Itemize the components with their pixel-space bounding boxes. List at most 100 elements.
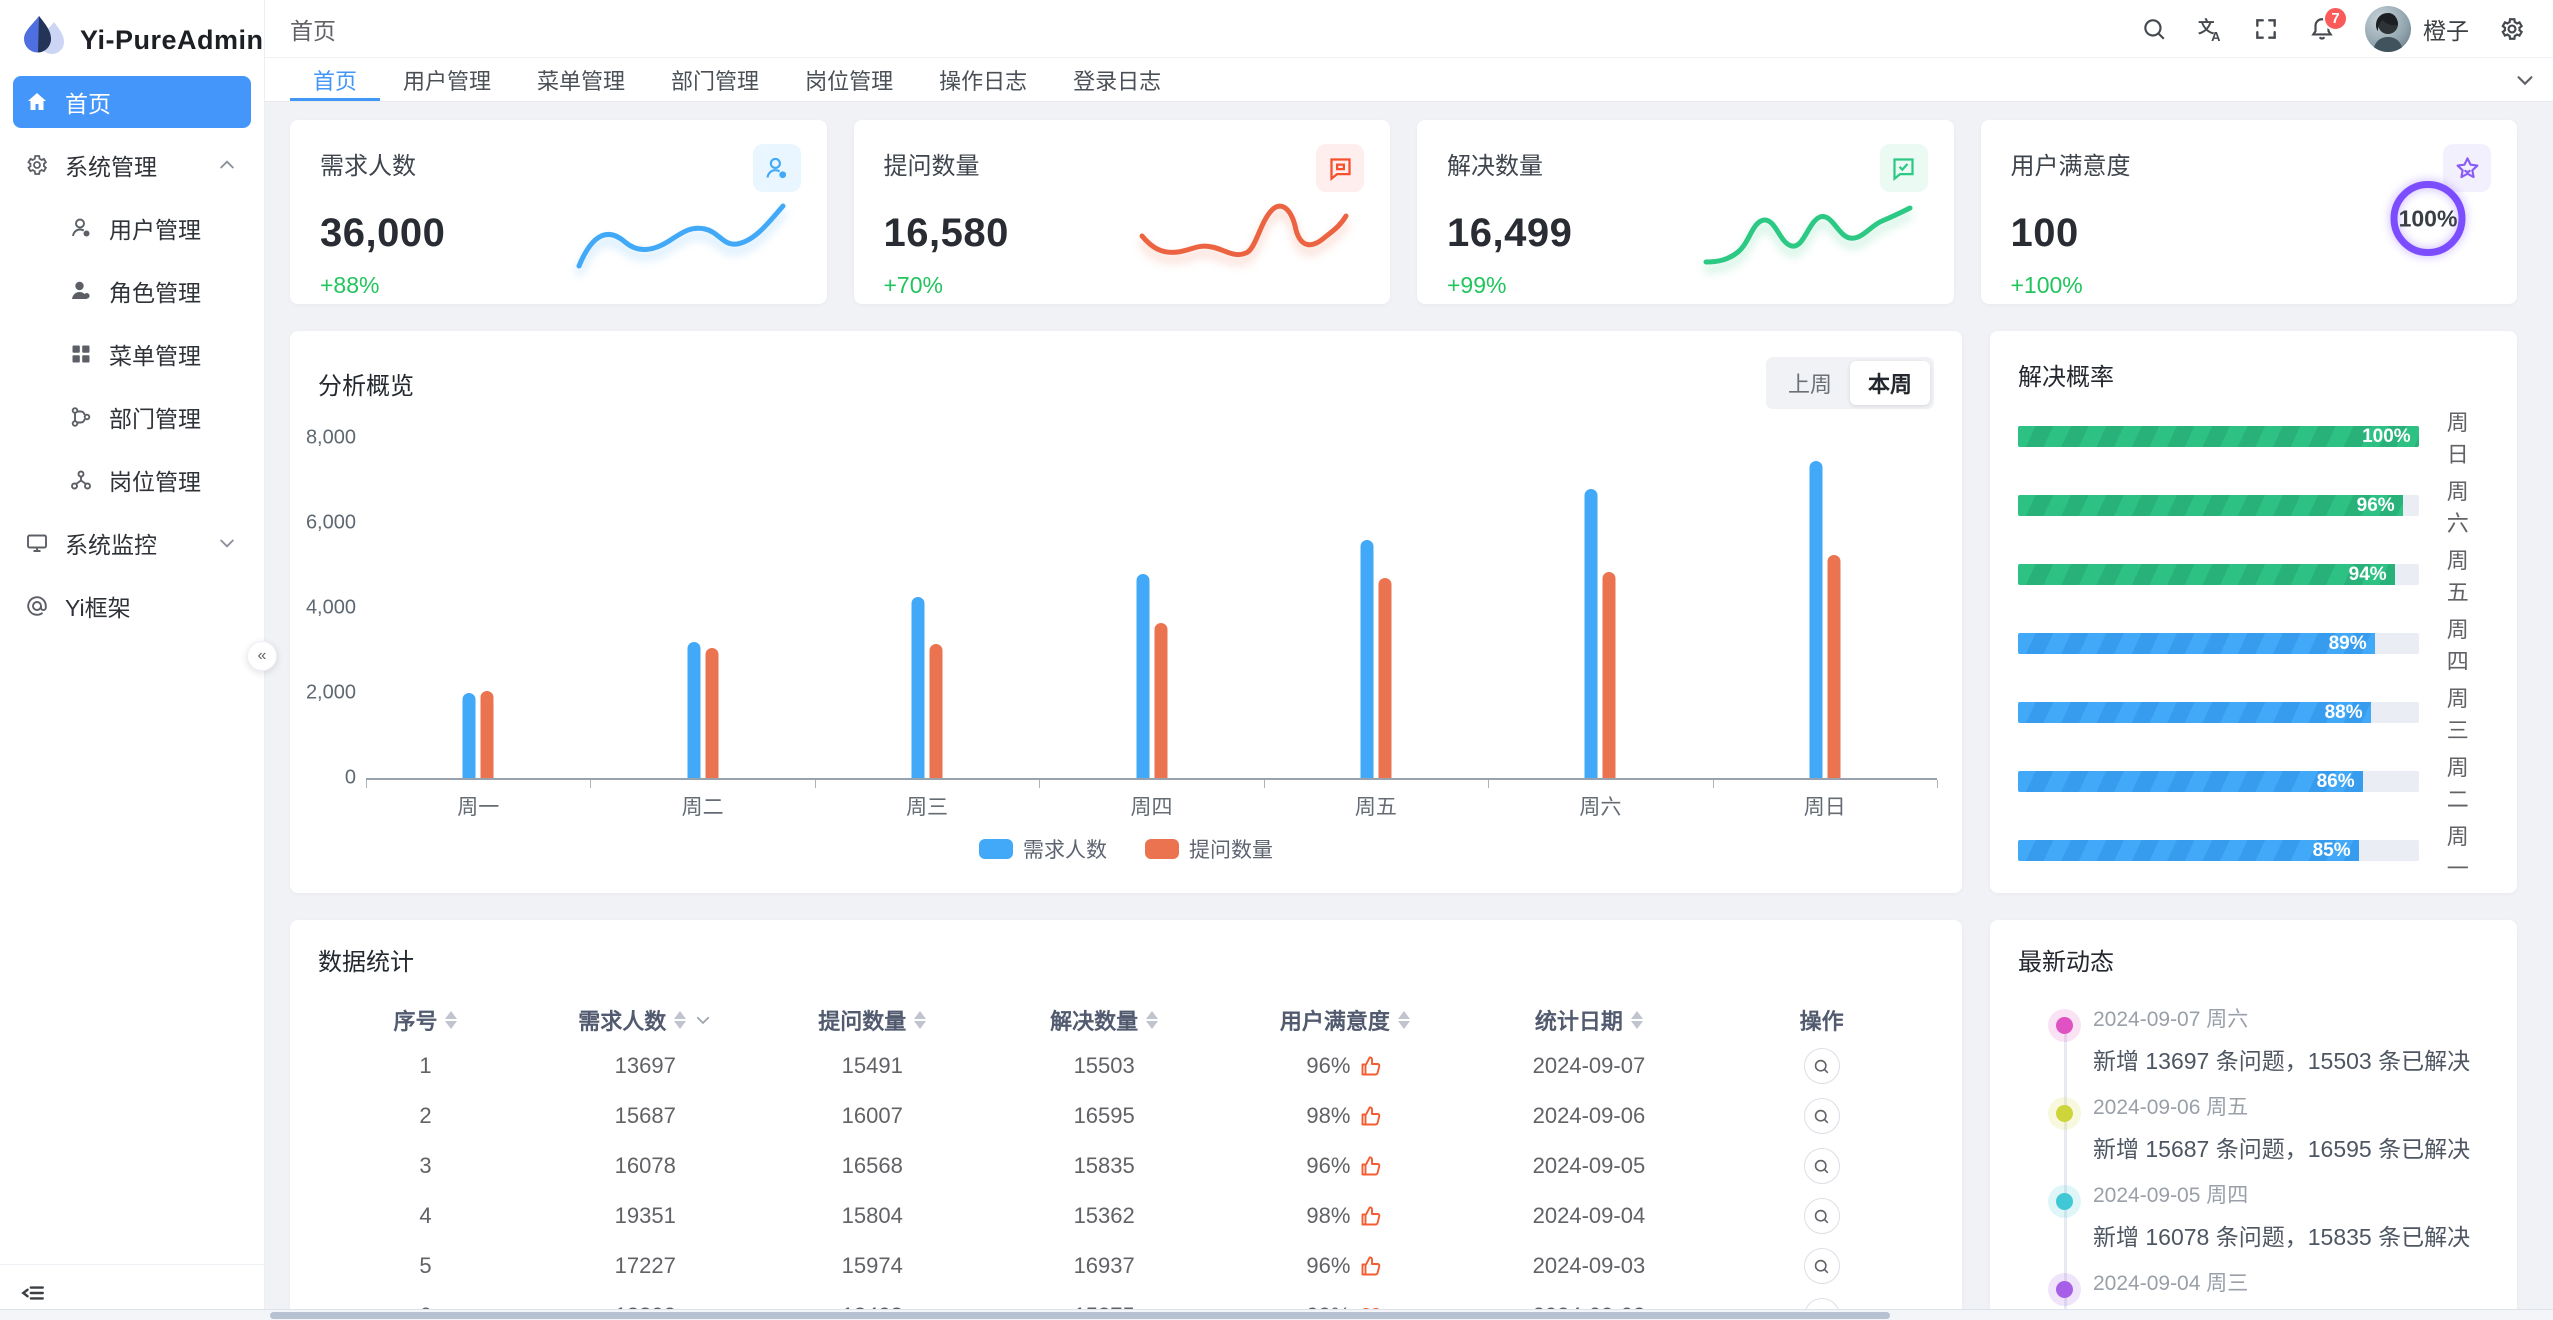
- sort-carets-icon[interactable]: [1630, 1011, 1643, 1029]
- sidebar-item-label: 系统管理: [65, 154, 157, 180]
- svg-text:A: A: [2211, 28, 2221, 41]
- chat-icon[interactable]: [1316, 144, 1364, 192]
- column-header-5[interactable]: 用户满意度: [1221, 1004, 1468, 1036]
- sidebar-item-system-monitor[interactable]: 系统监控: [13, 517, 251, 569]
- tab-overflow-chevron-icon[interactable]: [2497, 58, 2553, 101]
- sidebar-item-system-management[interactable]: 系统管理: [13, 139, 251, 191]
- horizontal-scrollbar-thumb[interactable]: [270, 1312, 1890, 1319]
- chevron-up-icon[interactable]: [217, 155, 237, 175]
- sidebar-item-home[interactable]: 首页: [13, 76, 251, 128]
- notification-bell-icon[interactable]: 7: [2309, 5, 2348, 42]
- progress-fill: 86%: [2018, 771, 2363, 792]
- bar-group-周日: [1809, 461, 1841, 778]
- legend-item-需求人数[interactable]: 需求人数: [979, 834, 1107, 864]
- settings-gear-icon[interactable]: [2499, 16, 2525, 42]
- avatar[interactable]: [2365, 5, 2411, 52]
- table-row: 2 15687 16007 16595 98% 2024-09-06: [318, 1091, 1934, 1141]
- timeline-date: 2024-09-06 周五: [2093, 1096, 2249, 1119]
- table-row: 3 16078 16568 15835 96% 2024-09-05: [318, 1141, 1934, 1191]
- cell-value: 5: [419, 1253, 432, 1278]
- share-nodes-icon: [69, 468, 93, 492]
- sidebar-collapse-button[interactable]: «: [247, 641, 277, 671]
- sidebar-item-department-management[interactable]: 部门管理: [13, 391, 251, 443]
- sort-carets-icon[interactable]: [914, 1011, 927, 1029]
- thumb-up-icon: [1359, 1254, 1383, 1278]
- sort-carets-icon[interactable]: [445, 1011, 458, 1029]
- row-detail-button[interactable]: [1803, 1098, 1840, 1134]
- progress-fill: 85%: [2018, 840, 2359, 861]
- column-header-4[interactable]: 解决数量: [987, 1004, 1221, 1036]
- cell-action: [1709, 1198, 1934, 1234]
- cell-satisfaction: 98%: [1221, 1103, 1468, 1129]
- toggle-this-week[interactable]: 本周: [1849, 361, 1930, 405]
- x-axis-category: 周六: [1579, 796, 1622, 819]
- toggle-last-week[interactable]: 上周: [1787, 372, 1832, 397]
- menu-fold-icon[interactable]: [20, 1280, 46, 1306]
- progress-percent-label: 85%: [2312, 840, 2351, 861]
- fullscreen-icon[interactable]: [2253, 16, 2279, 42]
- solve-title: 解决概率: [2018, 364, 2114, 391]
- column-header-1[interactable]: 序号: [318, 1004, 533, 1036]
- column-header-2[interactable]: 需求人数: [533, 1004, 758, 1036]
- column-header-6[interactable]: 统计日期: [1469, 1004, 1710, 1036]
- tab-操作日志[interactable]: 操作日志: [939, 68, 1028, 94]
- bar-group-周六: [1584, 489, 1616, 778]
- filter-chevron-icon[interactable]: [694, 1011, 712, 1029]
- sidebar-item-yi-framework[interactable]: Yi框架: [13, 580, 251, 632]
- tab-用户管理[interactable]: 用户管理: [403, 68, 492, 94]
- star-icon[interactable]: [2443, 144, 2491, 192]
- search-icon[interactable]: [2141, 16, 2167, 42]
- cell-action: [1709, 1148, 1934, 1184]
- grid-icon: [69, 342, 93, 366]
- column-header-3[interactable]: 提问数量: [758, 1004, 987, 1036]
- tab-首页[interactable]: 首页: [290, 58, 381, 101]
- sidebar-item-user-management[interactable]: 用户管理: [13, 202, 251, 254]
- bar-需求人数-周五: [1360, 540, 1374, 778]
- analysis-header: 分析概览 上周 本周: [318, 357, 1934, 409]
- cell-solved: 15835: [987, 1153, 1221, 1179]
- x-axis-tick: [366, 780, 367, 788]
- tab-岗位管理[interactable]: 岗位管理: [805, 68, 894, 94]
- username: 橙子: [2423, 17, 2469, 44]
- sort-carets-icon[interactable]: [674, 1011, 687, 1029]
- sidebar-item-post-management[interactable]: 岗位管理: [13, 454, 251, 506]
- bar-group-周三: [911, 597, 943, 778]
- latest-activity-panel: 最新动态 2024-09-07 周六 新增 13697 条问题，15503 条已解…: [1990, 920, 2517, 1320]
- row-detail-button[interactable]: [1803, 1048, 1840, 1084]
- user-icon: [69, 216, 93, 240]
- cell-value: 2: [419, 1103, 432, 1128]
- user-menu[interactable]: 橙子: [2365, 5, 2469, 52]
- cell-index: 1: [318, 1053, 533, 1079]
- row-detail-button[interactable]: [1803, 1148, 1840, 1184]
- cell-index: 5: [318, 1253, 533, 1279]
- solve-row-周三: 88% 周三: [2018, 686, 2489, 743]
- cell-value: 15687: [614, 1103, 676, 1128]
- bar-group-周一: [462, 691, 494, 778]
- tab-部门管理[interactable]: 部门管理: [671, 68, 760, 94]
- sidebar-item-role-management[interactable]: 角色管理: [13, 265, 251, 317]
- user-icon[interactable]: [752, 144, 801, 192]
- solve-row-周六: 96% 周六: [2018, 479, 2489, 536]
- stat-card-3: 解决数量 16,499 +99%: [1417, 120, 1954, 304]
- sort-carets-icon[interactable]: [1397, 1011, 1410, 1029]
- column-header-7[interactable]: 操作: [1709, 1004, 1934, 1036]
- progress-track: 89%: [2018, 633, 2419, 654]
- cell-satisfaction: 98%: [1221, 1203, 1468, 1229]
- tab-登录日志[interactable]: 登录日志: [1073, 68, 1162, 94]
- legend-item-提问数量[interactable]: 提问数量: [1145, 834, 1273, 864]
- timeline-date: 2024-09-04 周三: [2093, 1272, 2249, 1295]
- x-axis-tick: [814, 780, 816, 788]
- progress-day-label: 周五: [2446, 547, 2469, 605]
- tab-菜单管理[interactable]: 菜单管理: [537, 68, 626, 94]
- chat-check-icon[interactable]: [1879, 144, 1928, 192]
- chevron-down-icon[interactable]: [217, 533, 237, 553]
- column-header-label: 解决数量: [1050, 1009, 1139, 1034]
- row-detail-button[interactable]: [1803, 1198, 1840, 1234]
- sort-carets-icon[interactable]: [1146, 1011, 1159, 1029]
- cell-date: 2024-09-05: [1469, 1153, 1710, 1179]
- bar-提问数量-周三: [929, 644, 943, 778]
- sidebar-item-menu-management[interactable]: 菜单管理: [13, 328, 251, 380]
- cell-value: 98%: [1306, 1203, 1351, 1228]
- row-detail-button[interactable]: [1803, 1248, 1840, 1284]
